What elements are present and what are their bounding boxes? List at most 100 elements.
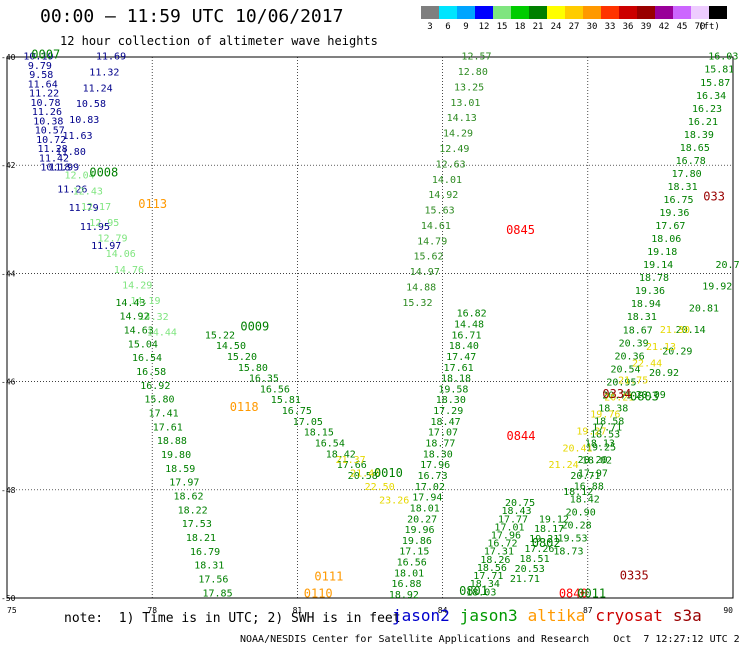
swh-value: 20.41 (562, 443, 592, 454)
swh-value: 18.12 (563, 487, 593, 498)
pass-label: 0008 (89, 166, 118, 180)
swh-value: 12.17 (81, 202, 111, 213)
legend-entry-jason3: jason3 (459, 606, 518, 625)
swh-value: 18.59 (165, 464, 195, 475)
swh-value: 18.01 (394, 568, 424, 579)
swh-value: 11.97 (91, 241, 121, 252)
swh-value: 17.41 (149, 409, 179, 420)
swh-value: 19.14 (643, 260, 673, 271)
swh-value: 13.25 (454, 82, 484, 93)
pass-label: 0010 (374, 466, 403, 480)
swh-value: 17.05 (293, 417, 323, 428)
swh-value: 20.39 (619, 338, 649, 349)
swh-value: 10.72 (36, 135, 66, 146)
swh-value: 17.96 (420, 460, 450, 471)
swh-value: 11.63 (62, 131, 92, 142)
swh-value: 20.54 (610, 364, 640, 375)
swh-value: 18.78 (639, 273, 669, 284)
swh-value: 14.92 (428, 190, 458, 201)
swh-value: 18.03 (466, 587, 496, 598)
swh-value: 18.88 (157, 436, 187, 447)
colorbar-swatch (673, 6, 691, 19)
swh-value: 16.92 (140, 381, 170, 392)
swh-value: 11.42 (39, 153, 69, 164)
swh-value: 16.82 (457, 309, 487, 320)
swh-value: 20.20 (578, 455, 608, 466)
pass-label: 0335 (620, 569, 649, 583)
pass-label: 0011 (577, 586, 606, 600)
swh-value: 19.27 (576, 426, 606, 437)
lat-tick-label: -44 (1, 269, 16, 278)
swh-value: 17.66 (337, 460, 367, 471)
swh-value: 22.44 (632, 359, 662, 370)
swh-value: 16.56 (260, 384, 290, 395)
swh-value: 17.47 (446, 352, 476, 363)
swh-value: 12.63 (436, 159, 466, 170)
swh-value: 16.03 (708, 52, 738, 63)
swh-value: 18.38 (598, 403, 628, 414)
swh-value: 17.85 (202, 588, 232, 599)
lat-tick-label: -48 (1, 486, 16, 495)
swh-value: 20.75 (716, 260, 740, 271)
satellite-legend: jason2 jason3 altika cryosat s3a (392, 606, 712, 625)
colorbar-label: 36 (622, 22, 634, 32)
lon-tick-label: 78 (147, 606, 157, 615)
swh-value: 14.19 (130, 296, 160, 307)
swh-value: 13.01 (450, 98, 480, 109)
swh-value: 20.92 (649, 368, 679, 379)
swh-value: 18.31 (627, 312, 657, 323)
swh-value: 12.95 (89, 218, 119, 229)
colorbar-label: 27 (568, 22, 580, 32)
swh-value: 9.79 (28, 61, 52, 72)
swh-value: 16.88 (574, 482, 604, 493)
swh-value: 19.12 (539, 514, 569, 525)
swh-value: 18.42 (326, 449, 356, 460)
swh-value: 14.88 (406, 282, 436, 293)
swh-value: 18.40 (449, 341, 479, 352)
swh-value: 19.53 (557, 534, 587, 545)
lon-tick-label: 75 (7, 606, 17, 615)
swh-value: 17.67 (655, 221, 685, 232)
swh-value: 18.43 (501, 506, 531, 517)
colorbar-swatch (619, 6, 637, 19)
swh-value: 19.58 (438, 384, 468, 395)
swh-value: 18.42 (570, 495, 600, 506)
colorbar-label: 21 (532, 22, 544, 32)
legend-entry-cryosat: cryosat (595, 606, 663, 625)
swh-value: 21.30 (660, 325, 690, 336)
pass-label: 0113 (138, 197, 167, 211)
swh-value: 14.43 (115, 298, 145, 309)
colorbar-swatch (655, 6, 673, 19)
swh-value: 15.87 (700, 78, 730, 89)
colorbar-swatch (547, 6, 565, 19)
swh-value: 16.21 (688, 117, 718, 128)
swh-value: 12.49 (439, 144, 469, 155)
swh-value: 18.31 (194, 561, 224, 572)
swh-value: 17.61 (153, 422, 183, 433)
colorbar-swatch (529, 6, 547, 19)
swh-value: 18.06 (651, 234, 681, 245)
swh-value: 19.86 (402, 536, 432, 547)
swh-value: 19.25 (586, 443, 616, 454)
swh-value: 19.36 (659, 208, 689, 219)
swh-value: 18.56 (477, 563, 507, 574)
swh-value: 20.09 (636, 390, 666, 401)
colorbar-swatch (421, 6, 439, 19)
colorbar-label: 12 (478, 22, 490, 32)
swh-value: 23.26 (379, 495, 409, 506)
swh-value: 17.01 (494, 522, 524, 533)
swh-value: 16.54 (132, 353, 162, 364)
swh-value: 16.71 (451, 330, 481, 341)
swh-value: 12.80 (458, 67, 488, 78)
colorbar-label: 18 (514, 22, 526, 32)
swh-value: 21.13 (646, 342, 676, 353)
swh-value: 16.75 (282, 406, 312, 417)
swh-value: 20.21 (604, 393, 634, 404)
swh-value: 10.78 (30, 98, 60, 109)
swh-value: 15.81 (704, 65, 734, 76)
swh-value: 10.18 (40, 163, 70, 174)
swh-value: 18.30 (423, 449, 453, 460)
lon-tick-label: 84 (438, 606, 448, 615)
swh-value: 15.04 (128, 339, 158, 350)
swh-value: 18.02 (582, 456, 612, 467)
